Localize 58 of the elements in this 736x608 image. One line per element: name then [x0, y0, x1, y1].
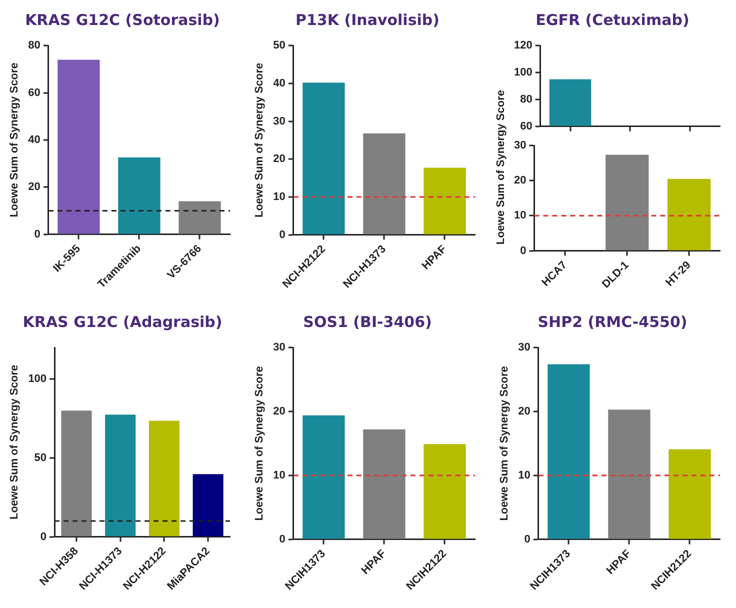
y-tick-label: 20	[28, 181, 40, 194]
y-tick-label: 100	[28, 373, 47, 386]
y-tick-label: 20	[273, 153, 286, 166]
bar	[424, 168, 466, 234]
chart-title: SHP2 (RMC-4550)	[536, 312, 688, 333]
y-axis-title: Loewe Sum of Synergy Score	[8, 364, 21, 520]
y-tick-label: 20	[273, 406, 286, 418]
bar	[363, 429, 406, 539]
bar	[302, 82, 345, 234]
y-axis-title: Loewe Sum of Synergy Score	[8, 62, 21, 218]
y-tick-label: 10	[273, 469, 286, 482]
bar	[61, 410, 92, 536]
y-tick-label: 0	[40, 530, 47, 543]
y-tick-label: 80	[28, 40, 40, 52]
chart-title: EGFR (Cetuximab)	[534, 10, 690, 31]
y-tick-label: 30	[514, 140, 526, 152]
chart-title: KRAS G12C (Adagrasib)	[22, 312, 224, 333]
bar	[548, 364, 590, 539]
y-tick-label: 30	[273, 342, 286, 354]
y-tick-label: 60	[520, 120, 532, 132]
y-tick-label: 80	[520, 94, 532, 106]
bar	[608, 410, 650, 539]
y-tick-label: 0	[279, 228, 286, 241]
y-tick-label: 60	[28, 86, 40, 99]
y-tick-label: 30	[518, 342, 530, 354]
y-tick-label: 100	[514, 66, 532, 79]
y-axis-title: Loewe Sum of Synergy Score	[498, 366, 511, 521]
chart-title: KRAS G12C (Sotorasib)	[24, 10, 221, 31]
bar	[105, 414, 136, 536]
bar	[302, 415, 345, 539]
bar	[148, 420, 180, 536]
bar	[118, 157, 160, 234]
y-tick-label: 30	[273, 115, 286, 128]
y-axis-title: Loewe Sum of Synergy Score	[495, 90, 507, 244]
bar	[58, 60, 100, 234]
y-tick-label: 0	[34, 228, 40, 240]
chart-title: SOS1 (BI-3406)	[302, 312, 433, 333]
y-tick-label: 120	[514, 40, 532, 52]
y-tick-label: 40	[28, 134, 40, 146]
y-axis-title: Loewe Sum of Synergy Score	[254, 62, 266, 218]
bar	[363, 133, 406, 234]
bar	[424, 444, 466, 539]
y-tick-label: 50	[273, 40, 286, 52]
y-tick-label: 0	[520, 244, 526, 257]
y-tick-label: 10	[273, 190, 286, 203]
bar	[668, 449, 711, 539]
y-axis-title: Loewe Sum of Synergy Score	[254, 366, 266, 521]
y-tick-label: 10	[514, 210, 526, 222]
y-tick-label: 40	[273, 77, 286, 90]
y-tick-label: 0	[279, 533, 286, 546]
bar	[178, 201, 221, 234]
y-tick-label: 50	[34, 452, 47, 464]
y-tick-label: 0	[524, 533, 530, 546]
y-tick-label: 20	[514, 174, 526, 187]
y-tick-label: 10	[518, 469, 530, 482]
y-tick-label: 20	[518, 406, 530, 418]
chart-title: P13K (Inavolisib)	[294, 10, 440, 31]
bar	[192, 474, 224, 536]
